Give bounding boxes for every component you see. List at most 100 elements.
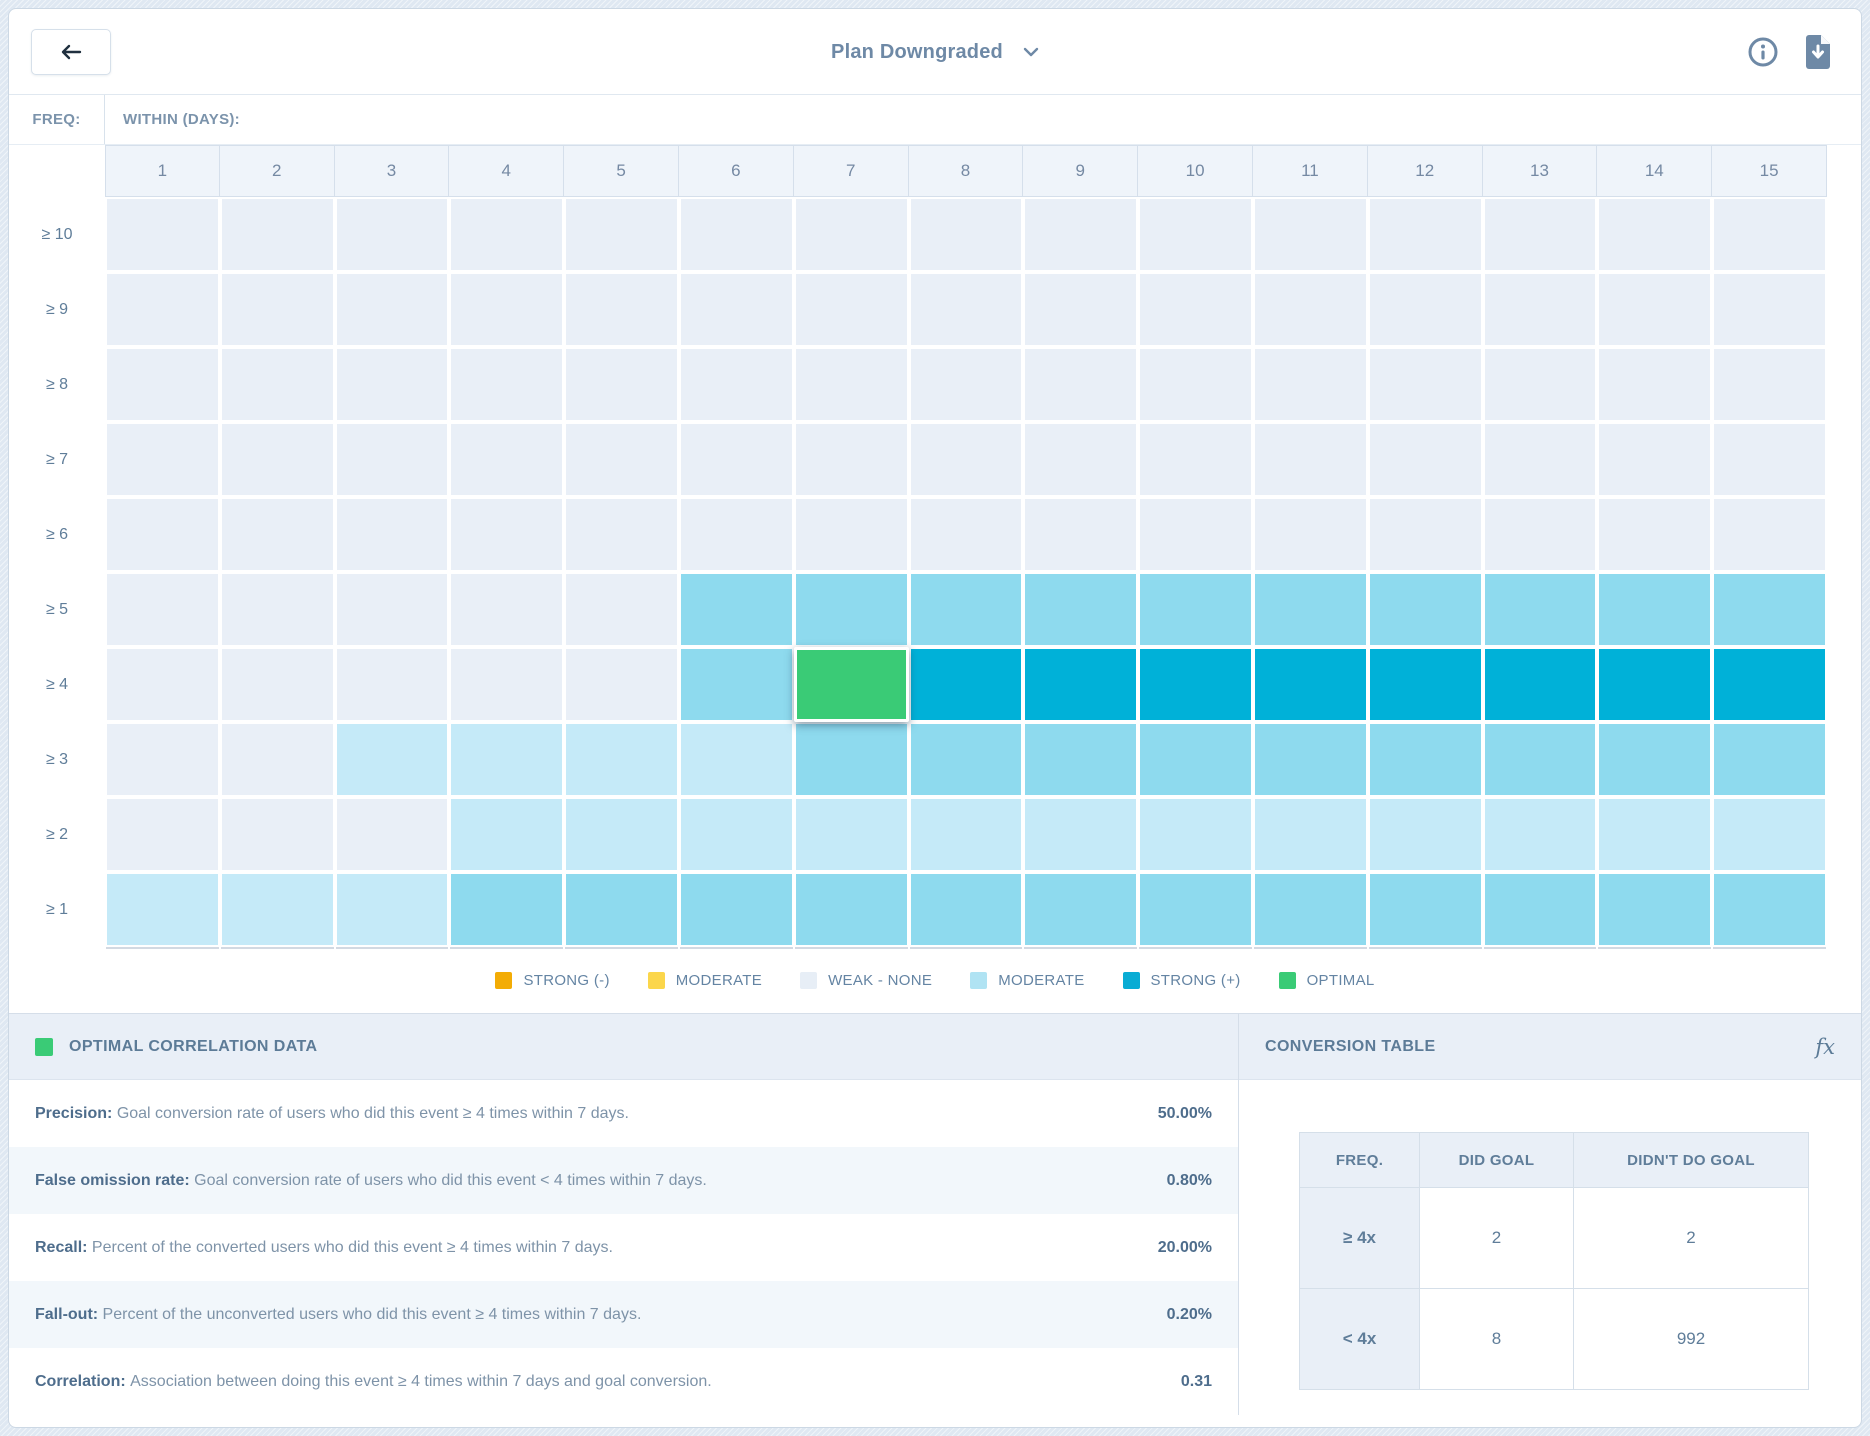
heatmap-cell[interactable] (564, 572, 679, 647)
heatmap-cell[interactable] (1597, 722, 1713, 797)
heatmap-cell[interactable] (334, 872, 450, 947)
heatmap-cell[interactable] (334, 422, 450, 497)
heatmap-cell[interactable] (1367, 572, 1483, 647)
heatmap-cell[interactable] (1597, 422, 1713, 497)
heatmap-cell[interactable] (564, 197, 679, 272)
heatmap-cell[interactable] (1138, 722, 1253, 797)
heatmap-cell[interactable] (1253, 872, 1368, 947)
heatmap-cell[interactable] (1138, 797, 1253, 872)
heatmap-cell[interactable] (449, 872, 565, 947)
heatmap-cell[interactable] (1023, 422, 1139, 497)
heatmap-cell[interactable] (1597, 347, 1713, 422)
heatmap-cell[interactable] (1712, 722, 1827, 797)
heatmap-cell[interactable] (564, 647, 679, 722)
heatmap-cell[interactable] (1023, 497, 1139, 572)
heatmap-cell[interactable] (1367, 497, 1483, 572)
heatmap-cell[interactable] (334, 347, 450, 422)
heatmap-cell[interactable] (793, 272, 909, 347)
heatmap-cell[interactable] (1712, 272, 1827, 347)
heatmap-cell[interactable] (1367, 197, 1483, 272)
heatmap-cell[interactable] (1482, 497, 1598, 572)
heatmap-cell[interactable] (334, 797, 450, 872)
heatmap-cell[interactable] (1482, 647, 1598, 722)
heatmap-cell[interactable] (1712, 872, 1827, 947)
heatmap-cell[interactable] (1138, 197, 1253, 272)
heatmap-cell[interactable] (679, 422, 794, 497)
heatmap-cell[interactable] (1253, 797, 1368, 872)
heatmap-cell[interactable] (1597, 647, 1713, 722)
export-download-icon[interactable] (1799, 34, 1835, 70)
heatmap-cell[interactable] (564, 497, 679, 572)
heatmap-cell[interactable] (1482, 197, 1598, 272)
heatmap-cell[interactable] (105, 647, 220, 722)
heatmap-cell[interactable] (105, 272, 220, 347)
heatmap-cell[interactable] (105, 497, 220, 572)
heatmap-cell[interactable] (1712, 647, 1827, 722)
heatmap-cell[interactable] (219, 347, 335, 422)
heatmap-cell[interactable] (679, 347, 794, 422)
heatmap-cell[interactable] (219, 647, 335, 722)
heatmap-cell[interactable] (1023, 572, 1139, 647)
heatmap-cell[interactable] (1367, 647, 1483, 722)
heatmap-cell[interactable] (793, 797, 909, 872)
formula-fx-icon[interactable]: fx (1815, 1034, 1835, 1059)
heatmap-cell[interactable] (1253, 272, 1368, 347)
heatmap-cell[interactable] (908, 647, 1024, 722)
heatmap-cell[interactable] (1023, 347, 1139, 422)
heatmap-cell[interactable] (679, 872, 794, 947)
heatmap-cell[interactable] (1482, 272, 1598, 347)
heatmap-cell[interactable] (679, 647, 794, 722)
heatmap-cell[interactable] (105, 572, 220, 647)
heatmap-cell[interactable] (449, 572, 565, 647)
heatmap-cell[interactable] (1367, 422, 1483, 497)
heatmap-cell[interactable] (564, 422, 679, 497)
heatmap-cell[interactable] (1482, 347, 1598, 422)
heatmap-cell[interactable] (564, 272, 679, 347)
heatmap-cell[interactable] (1138, 422, 1253, 497)
heatmap-cell[interactable] (1138, 497, 1253, 572)
back-button[interactable] (31, 29, 111, 75)
heatmap-cell[interactable] (219, 497, 335, 572)
heatmap-cell[interactable] (679, 722, 794, 797)
heatmap-cell[interactable] (564, 722, 679, 797)
heatmap-cell[interactable] (1597, 872, 1713, 947)
heatmap-cell[interactable] (105, 422, 220, 497)
heatmap-cell[interactable] (219, 197, 335, 272)
heatmap-cell[interactable] (908, 197, 1024, 272)
heatmap-cell[interactable] (908, 347, 1024, 422)
heatmap-cell[interactable] (908, 872, 1024, 947)
heatmap-cell[interactable] (334, 572, 450, 647)
heatmap-cell[interactable] (1482, 797, 1598, 872)
heatmap-cell[interactable] (1253, 647, 1368, 722)
heatmap-cell[interactable] (1253, 197, 1368, 272)
heatmap-cell[interactable] (1138, 347, 1253, 422)
event-selector[interactable]: Plan Downgraded (9, 9, 1861, 95)
heatmap-cell[interactable] (1253, 422, 1368, 497)
heatmap-cell[interactable] (1597, 197, 1713, 272)
heatmap-cell[interactable] (219, 722, 335, 797)
heatmap-cell[interactable] (449, 272, 565, 347)
heatmap-cell[interactable] (1023, 797, 1139, 872)
heatmap-cell[interactable] (1597, 272, 1713, 347)
heatmap-cell[interactable] (1023, 872, 1139, 947)
heatmap-cell[interactable] (564, 797, 679, 872)
heatmap-cell[interactable] (334, 647, 450, 722)
heatmap-cell[interactable] (1367, 872, 1483, 947)
heatmap-cell[interactable] (1712, 572, 1827, 647)
heatmap-cell[interactable] (1023, 722, 1139, 797)
heatmap-cell[interactable] (1367, 347, 1483, 422)
heatmap-cell[interactable] (679, 797, 794, 872)
heatmap-cell[interactable] (679, 272, 794, 347)
heatmap-cell[interactable] (219, 797, 335, 872)
heatmap-cell[interactable] (793, 872, 909, 947)
heatmap-cell[interactable] (1597, 497, 1713, 572)
heatmap-cell[interactable] (449, 722, 565, 797)
heatmap-cell[interactable] (1253, 572, 1368, 647)
heatmap-cell[interactable] (1138, 647, 1253, 722)
heatmap-cell[interactable] (1712, 347, 1827, 422)
heatmap-cell[interactable] (219, 272, 335, 347)
info-icon[interactable] (1745, 34, 1781, 70)
heatmap-cell[interactable] (105, 722, 220, 797)
heatmap-cell[interactable] (793, 197, 909, 272)
heatmap-cell[interactable] (793, 422, 909, 497)
